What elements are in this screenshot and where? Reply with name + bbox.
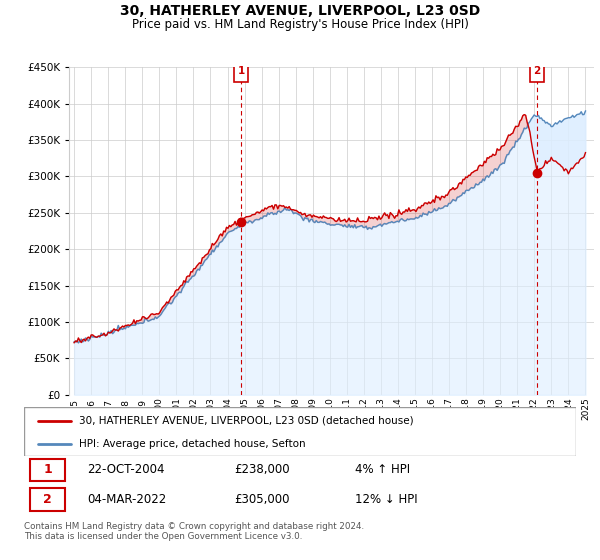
Text: Contains HM Land Registry data © Crown copyright and database right 2024.
This d: Contains HM Land Registry data © Crown c… — [24, 522, 364, 542]
FancyBboxPatch shape — [235, 60, 248, 82]
Text: 12% ↓ HPI: 12% ↓ HPI — [355, 493, 418, 506]
Text: £238,000: £238,000 — [234, 464, 289, 477]
Text: 04-MAR-2022: 04-MAR-2022 — [88, 493, 167, 506]
Text: 30, HATHERLEY AVENUE, LIVERPOOL, L23 0SD (detached house): 30, HATHERLEY AVENUE, LIVERPOOL, L23 0SD… — [79, 416, 414, 426]
Text: 1: 1 — [238, 66, 245, 76]
Text: 22-OCT-2004: 22-OCT-2004 — [88, 464, 165, 477]
Text: 1: 1 — [43, 464, 52, 477]
FancyBboxPatch shape — [29, 459, 65, 481]
Text: 2: 2 — [533, 66, 541, 76]
Text: £305,000: £305,000 — [234, 493, 289, 506]
FancyBboxPatch shape — [29, 488, 65, 511]
FancyBboxPatch shape — [530, 60, 544, 82]
Text: 4% ↑ HPI: 4% ↑ HPI — [355, 464, 410, 477]
Text: 2: 2 — [43, 493, 52, 506]
Text: Price paid vs. HM Land Registry's House Price Index (HPI): Price paid vs. HM Land Registry's House … — [131, 18, 469, 31]
FancyBboxPatch shape — [24, 407, 576, 456]
Text: 30, HATHERLEY AVENUE, LIVERPOOL, L23 0SD: 30, HATHERLEY AVENUE, LIVERPOOL, L23 0SD — [120, 4, 480, 18]
Text: HPI: Average price, detached house, Sefton: HPI: Average price, detached house, Seft… — [79, 438, 306, 449]
